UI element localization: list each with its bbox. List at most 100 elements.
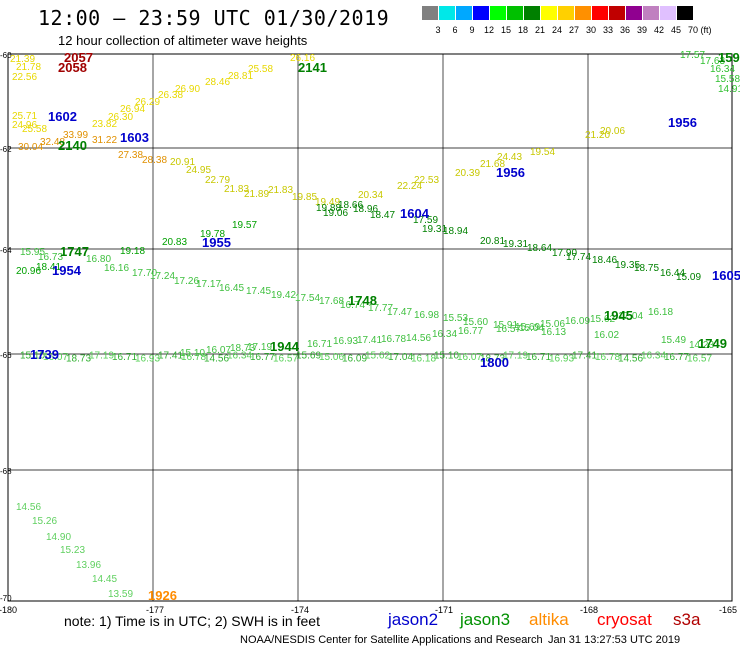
swh-value: 16.77 bbox=[250, 352, 275, 363]
legend-swatch bbox=[456, 6, 472, 20]
swh-value: 16.34 bbox=[641, 351, 666, 362]
swh-value: 15.23 bbox=[60, 545, 85, 556]
swh-value: 18.66 bbox=[338, 200, 363, 211]
swh-value: 16.57 bbox=[496, 324, 521, 335]
legend-swatch bbox=[490, 6, 506, 20]
swh-value: 18.46 bbox=[592, 255, 617, 266]
swh-value: 16.77 bbox=[458, 326, 483, 337]
legend-swatch bbox=[558, 6, 574, 20]
swh-value: 15.10 bbox=[434, 351, 459, 362]
swh-value: 16.18 bbox=[648, 307, 673, 318]
legend-swatch bbox=[439, 6, 455, 20]
pass-id-label: 1749 bbox=[698, 336, 727, 351]
legend-label: 9 bbox=[469, 25, 475, 35]
swh-value: 16.71 bbox=[526, 352, 551, 363]
swh-value: 17.26 bbox=[174, 276, 199, 287]
swh-value: 21.89 bbox=[244, 189, 269, 200]
swh-value: 16.07 bbox=[457, 352, 482, 363]
swh-value: 16.07 bbox=[43, 352, 68, 363]
swh-value: 16.07 bbox=[206, 345, 231, 356]
swh-value: 17.24 bbox=[150, 271, 175, 282]
swh-value: 16.02 bbox=[594, 330, 619, 341]
swh-value: 15.60 bbox=[463, 317, 488, 328]
swh-value: 16.73 bbox=[38, 252, 63, 263]
swh-value: 19.35 bbox=[615, 260, 640, 271]
satellite-name: altika bbox=[529, 610, 569, 629]
swh-value: 17.90 bbox=[552, 248, 577, 259]
swh-value: 25.58 bbox=[22, 124, 47, 135]
swh-value: 22.79 bbox=[205, 175, 230, 186]
swh-value: 16.71 bbox=[112, 352, 137, 363]
page-subtitle: 12 hour collection of altimeter wave hei… bbox=[58, 33, 308, 48]
swh-value: 17.54 bbox=[295, 293, 320, 304]
swh-value: 16.77 bbox=[664, 352, 689, 363]
swh-value: 15.09 bbox=[676, 272, 701, 283]
pass-id-label: 1800 bbox=[480, 355, 509, 370]
lon-tick-label: -177 bbox=[146, 605, 164, 615]
pass-id-label: 1602 bbox=[48, 109, 77, 124]
swh-value: 15.95 bbox=[20, 247, 45, 258]
legend-label: 33 bbox=[602, 25, 613, 35]
swh-value: 24.95 bbox=[186, 165, 211, 176]
swh-value: 18.41 bbox=[36, 262, 61, 273]
satellite-name: s3a bbox=[673, 610, 701, 629]
swh-value: 15.26 bbox=[32, 516, 57, 527]
swh-value: 15.53 bbox=[443, 313, 468, 324]
swh-value: 17.47 bbox=[387, 307, 412, 318]
swh-value: 21.83 bbox=[268, 185, 293, 196]
lat-tick-label: -62 bbox=[0, 145, 12, 154]
swh-value: 13.96 bbox=[76, 560, 101, 571]
swh-value: 18.73 bbox=[230, 343, 255, 354]
pass-id-label: 2058 bbox=[58, 60, 87, 75]
satellite-name: jason2 bbox=[388, 610, 439, 629]
legend-swatch bbox=[609, 6, 625, 20]
swh-value: 24.43 bbox=[497, 152, 522, 163]
footer-credit: NOAA/NESDIS Center for Satellite Applica… bbox=[240, 634, 543, 646]
swh-value: 17.19 bbox=[247, 342, 272, 353]
legend-label: 12 bbox=[483, 25, 494, 35]
swh-value: 14.45 bbox=[92, 574, 117, 585]
swh-value: 21.20 bbox=[585, 130, 610, 141]
legend-swatch bbox=[660, 6, 676, 20]
pass-id-label: 1926 bbox=[148, 588, 177, 603]
swh-value: 26.94 bbox=[120, 104, 145, 115]
legend-label: 42 bbox=[653, 25, 664, 35]
swh-value: 16.93 bbox=[333, 336, 358, 347]
legend-swatch bbox=[626, 6, 642, 20]
swh-value: 25.58 bbox=[248, 64, 273, 75]
map-frame bbox=[7, 53, 733, 602]
pass-id-label: 2140 bbox=[58, 138, 87, 153]
swh-value: 19.88 bbox=[316, 203, 341, 214]
swh-value: 14.56 bbox=[406, 333, 431, 344]
lat-tick-label: -68 bbox=[0, 467, 12, 476]
pass-id-label: 1954 bbox=[52, 263, 82, 278]
swh-value: 16.78 bbox=[595, 352, 620, 363]
swh-value: 17.59 bbox=[413, 215, 438, 226]
swh-value: 16.34 bbox=[710, 64, 735, 75]
lat-tick-label: -70 bbox=[0, 594, 12, 603]
swh-value: 22.56 bbox=[12, 72, 37, 83]
swh-value: 22.24 bbox=[397, 181, 422, 192]
lon-tick-label: -165 bbox=[719, 605, 737, 615]
swh-value: 17.68 bbox=[319, 296, 344, 307]
swh-value: 28.81 bbox=[228, 71, 253, 82]
lat-tick-label: -64 bbox=[0, 246, 12, 255]
legend-label: 27 bbox=[568, 25, 579, 35]
lon-tick-label: -174 bbox=[291, 605, 309, 615]
swh-value: 15.10 bbox=[20, 351, 45, 362]
swh-value: 16.18 bbox=[411, 354, 436, 365]
swh-value: 16.93 bbox=[135, 354, 160, 365]
swh-value: 21.68 bbox=[480, 159, 505, 170]
legend-swatch bbox=[524, 6, 540, 20]
legend-label: 30 bbox=[585, 25, 596, 35]
swh-value: 15.69 bbox=[296, 351, 321, 362]
swh-value: 21.39 bbox=[10, 54, 35, 65]
lon-tick-label: -168 bbox=[580, 605, 598, 615]
pass-id-label: 1604 bbox=[400, 206, 430, 221]
dense-track-band: 15.1016.0718.7317.1916.7116.9317.4116.78… bbox=[20, 351, 712, 365]
swh-value: 16.78 bbox=[381, 334, 406, 345]
swh-value: 18.94 bbox=[443, 226, 468, 237]
satellite-name: jason3 bbox=[460, 610, 511, 629]
